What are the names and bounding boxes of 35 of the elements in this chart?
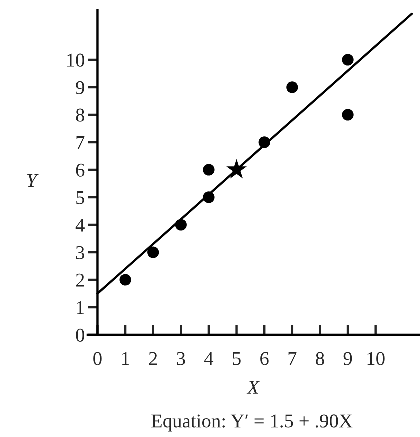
y-tick-label: 5 [76,192,84,204]
x-tick-label: 4 [204,352,214,366]
y-tick-label: 9 [76,81,84,94]
point [258,136,270,148]
point [203,192,215,204]
point [286,82,298,94]
y-tick-label: 3 [76,246,84,260]
y-tick-label: 8 [76,108,84,122]
point [226,159,248,179]
x-axis-title: X [246,381,260,394]
x-tick-label: 9 [344,352,352,366]
point [175,219,187,231]
point [203,164,215,176]
point [342,109,354,121]
x-tick-label: 6 [260,352,269,366]
x-tick-label: 8 [316,352,324,366]
y-tick-label: 4 [76,218,85,232]
text: Equation: Y′ = 1.5 + .90X [152,414,353,432]
x-tick-label: 3 [177,352,186,366]
y-tick-label: 1 [77,301,84,314]
y-tick-label: 2 [76,274,84,287]
y-axis-title: Y [27,174,39,188]
y-tick-label: 7 [76,136,85,150]
x-tick-label: 10 [368,352,385,366]
point [148,246,160,258]
x-tick-label: 0 [94,352,102,366]
point [120,274,132,286]
y-tick-label: 10 [67,54,84,67]
y-tick-label: 0 [76,328,84,342]
x-tick-label: 5 [233,352,241,366]
x-tick-label: 7 [288,352,297,366]
x-tick-label: 2 [149,352,158,366]
x-tick-label: 1 [122,352,130,366]
y-tick-label: 6 [76,164,85,177]
point [342,54,354,66]
